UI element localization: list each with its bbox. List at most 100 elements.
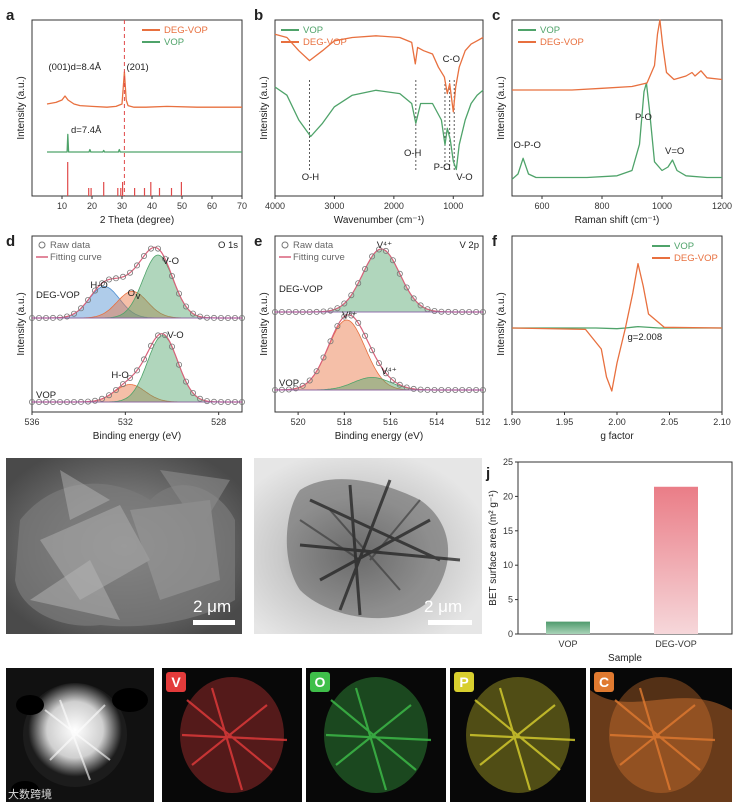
- eds-map-glow: [324, 677, 428, 793]
- x-tick-label: 40: [147, 201, 157, 211]
- y-tick-label: 20: [503, 491, 513, 501]
- xrd-vop-curve: [47, 133, 242, 153]
- eds-map-badge: [310, 672, 330, 692]
- sem-scale-bar-label: 2 μm: [193, 597, 231, 616]
- v2p-deg-raw-point: [362, 265, 369, 272]
- y-axis-label: BET surface area (m² g⁻¹): [488, 490, 499, 606]
- v2p-deg-raw-point: [382, 247, 389, 254]
- ftir-annotation: O-H: [302, 172, 320, 183]
- v2p-vop-raw-point: [382, 370, 389, 377]
- ftir-legend-deg-label: DEG-VOP: [303, 37, 347, 48]
- o1s-vop-raw-point: [203, 398, 210, 405]
- raman-legend-vop-label: VOP: [540, 25, 560, 36]
- x-tick-label: 512: [475, 417, 490, 427]
- o1s-deg-raw-point: [71, 310, 78, 317]
- ftir-annotation: V-O: [456, 172, 472, 183]
- sem-image: 2 μm: [6, 458, 242, 634]
- v2p-vop-raw-point: [375, 360, 382, 367]
- o1s-deg-raw-point: [120, 273, 127, 280]
- v2p-deg-raw-point: [348, 292, 355, 299]
- x-tick-label: 528: [211, 417, 226, 427]
- v2p-deg-raw-point: [320, 308, 327, 315]
- y-tick-label: 25: [503, 457, 513, 467]
- o1s-vop-raw-point: [120, 381, 127, 388]
- epr-legend-deg-label: DEG-VOP: [674, 253, 718, 264]
- eds-map-texture: [609, 687, 716, 791]
- v2p-deg-raw-point: [341, 300, 348, 307]
- o1s-vop-raw-point: [161, 332, 168, 339]
- raman-legend-deg-label: DEG-VOP: [540, 37, 584, 48]
- eds-map-texture: [181, 687, 288, 791]
- v2p-deg-raw-point: [334, 305, 341, 312]
- o1s-deg-raw-point: [189, 310, 196, 317]
- o1s-deg-raw-point: [92, 287, 99, 294]
- v2p-annotation: V⁵⁺: [342, 310, 357, 321]
- y-axis-label: Intensity (a.u.): [16, 292, 27, 355]
- o1s-deg-raw-point: [113, 275, 120, 282]
- watermark: 大数跨境: [8, 787, 52, 801]
- x-tick-label: 516: [383, 417, 398, 427]
- v2p-annotation: V⁴⁺: [377, 240, 392, 251]
- v2p-vop-raw-point: [334, 323, 341, 330]
- v2p-vop-raw-point: [396, 381, 403, 388]
- y-tick-label: 5: [508, 595, 513, 605]
- o1s-sample-label: DEG-VOP: [36, 290, 80, 301]
- xrd-annotation: d=7.4Å: [71, 125, 102, 136]
- y-tick-label: 0: [508, 629, 513, 639]
- xrd-legend-deg-label: DEG-VOP: [164, 25, 208, 36]
- x-tick-label: 518: [337, 417, 352, 427]
- o1s-legend-fit-label: Fitting curve: [50, 252, 102, 263]
- panel-label-a: a: [6, 7, 15, 24]
- bet-bar-chart: 0 5 10 15 20 25 VOP DEG-VOP Sample BET surface ar…: [488, 457, 733, 664]
- v2p-sample-label: VOP: [279, 378, 299, 389]
- tem-scale-bar-label: 2 μm: [424, 597, 462, 616]
- v2p-deg-raw-point: [403, 284, 410, 291]
- y-axis-label: Intensity (a.u.): [16, 76, 27, 139]
- y-axis-label: Intensity (a.u.): [496, 292, 507, 355]
- x-tick-label: 2000: [384, 201, 404, 211]
- o1s-deg-raw-point: [175, 290, 182, 297]
- v2p-deg-raw-point: [369, 253, 376, 260]
- o1s-deg-raw-point: [99, 280, 106, 287]
- o1s-deg-raw-point: [85, 296, 92, 303]
- o1s-vop-raw-point: [99, 395, 106, 402]
- x-tick-label: 800: [594, 201, 609, 211]
- ftir-legend-vop-label: VOP: [303, 25, 323, 36]
- v2p-legend-raw-marker: [281, 241, 289, 249]
- x-axis-label: Raman shift (cm⁻¹): [575, 215, 660, 226]
- x-tick-label: 50: [177, 201, 187, 211]
- o1s-vop-raw-point: [140, 356, 147, 363]
- bet-bar-deg-vop: [654, 486, 698, 634]
- x-tick-label: 70: [237, 201, 247, 211]
- v2p-legend-raw-label: Raw data: [293, 240, 334, 251]
- x-tick-label: 514: [429, 417, 444, 427]
- o1s-deg-raw-point: [133, 262, 140, 269]
- y-axis-label: Intensity (a.u.): [259, 292, 270, 355]
- o1s-vop-raw-point: [175, 361, 182, 368]
- panel-label-c: c: [492, 7, 500, 24]
- x-tick-label: 30: [117, 201, 127, 211]
- o1s-deg-raw-point: [127, 269, 134, 276]
- x-axis-label: g factor: [600, 431, 634, 442]
- v2p-deg-raw-point: [410, 295, 417, 302]
- v2p-vop-raw-point: [327, 338, 334, 345]
- sem-scale-bar: [193, 620, 235, 625]
- o1s-deg-raw-point: [106, 276, 113, 283]
- o1s-legend-raw-marker: [38, 241, 46, 249]
- x-tick-label: 2.00: [608, 417, 626, 427]
- o1s-vop-raw-point: [196, 395, 203, 402]
- x-tick-label: 520: [291, 417, 306, 427]
- o1s-corner-label: O 1s: [218, 240, 238, 251]
- eds-map-glow: [609, 677, 713, 793]
- x-tick-label: 532: [118, 417, 133, 427]
- o1s-vop-peak-1: [32, 335, 242, 403]
- panel-label-e: e: [254, 233, 262, 250]
- tem-image: 2 μm: [254, 458, 482, 634]
- y-axis-label: Intensity (a.u.): [496, 76, 507, 139]
- x-tick-label: 1200: [712, 201, 732, 211]
- xrd-annotation: (001)d=8.4Å: [49, 62, 102, 73]
- ftir-vop-curve: [274, 86, 484, 171]
